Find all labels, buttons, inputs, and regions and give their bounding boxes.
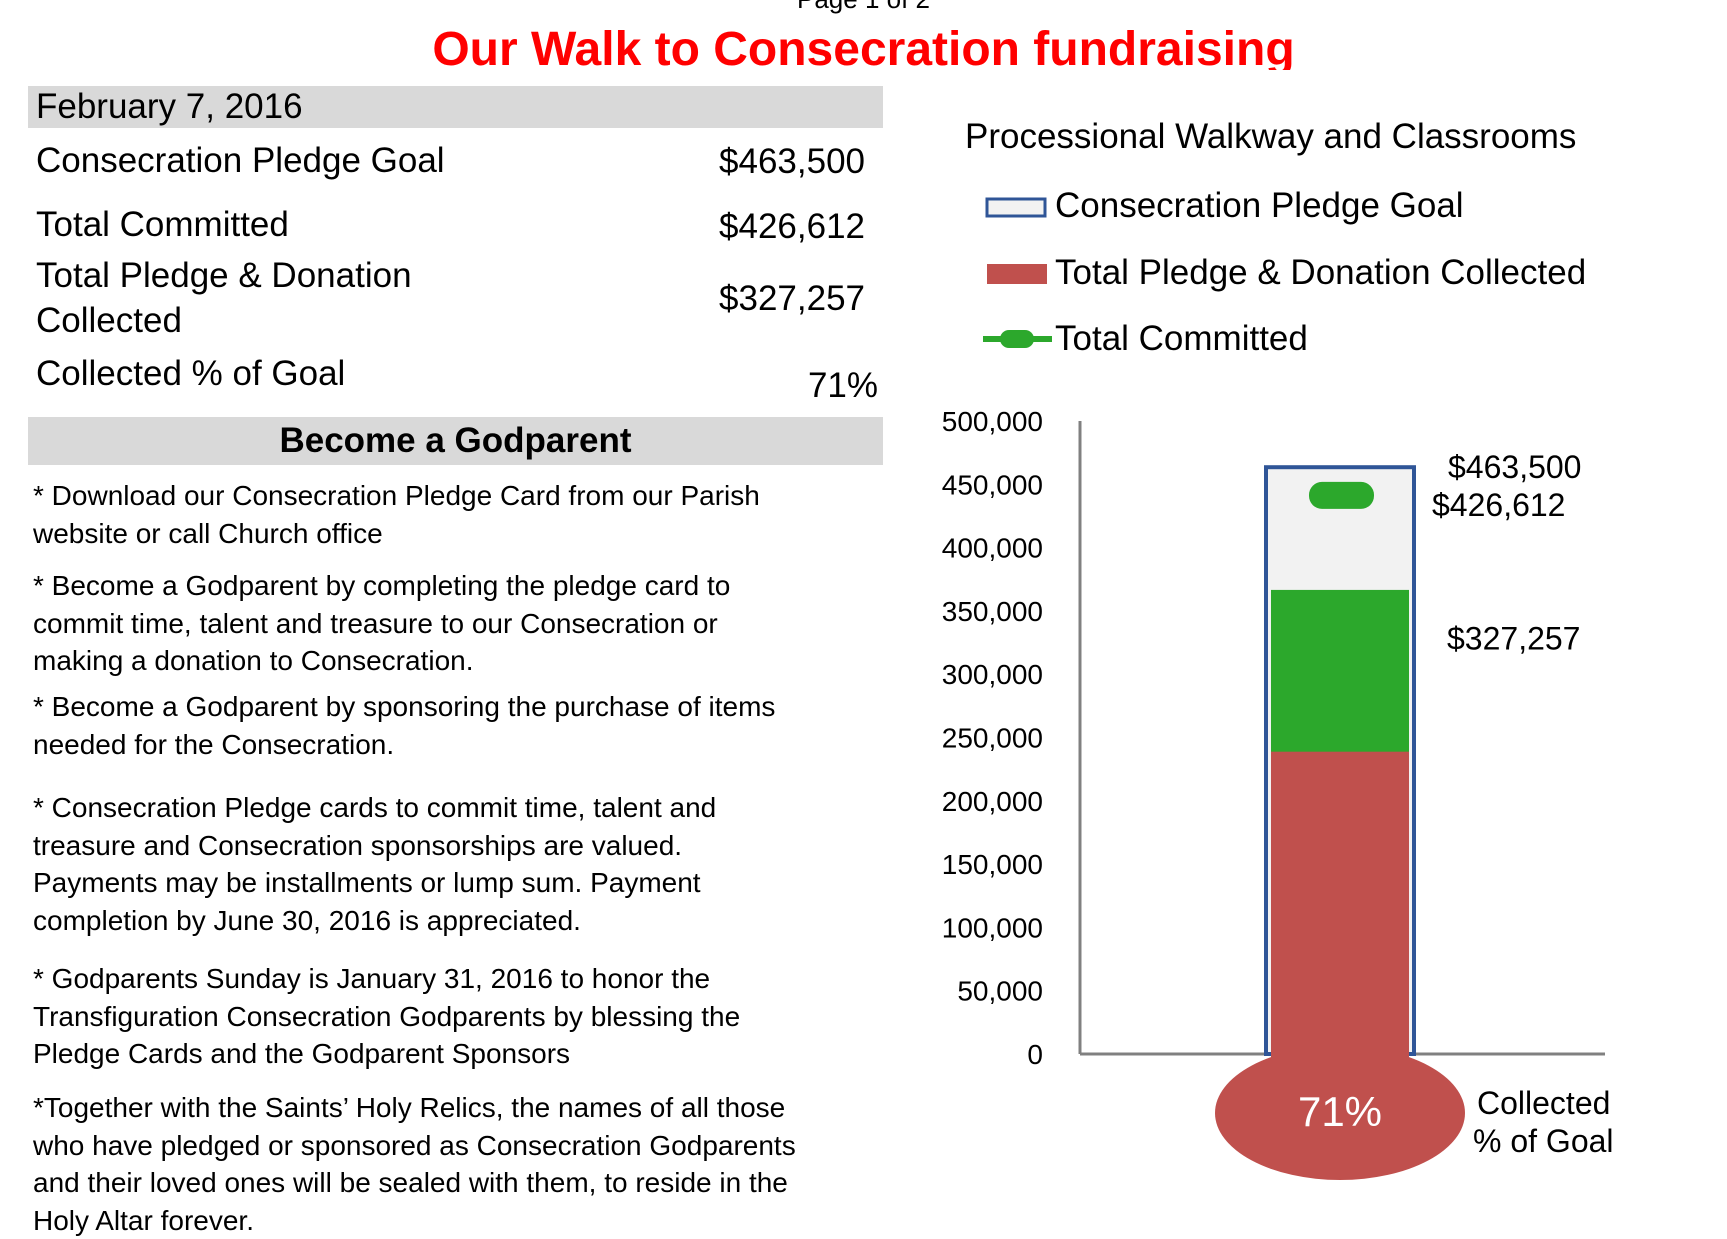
collected-value-label: $327,257 — [1447, 621, 1580, 657]
bulb-neck — [1271, 1040, 1409, 1060]
legend-goal-swatch — [987, 199, 1045, 216]
y-tick-label: 200,000 — [942, 786, 1043, 817]
y-axis-ticks: 0 50,000 100,000 150,000 200,000 250,000 300,0… — [942, 406, 1043, 1070]
y-tick-label: 0 — [1027, 1039, 1043, 1070]
legend-collected-swatch — [987, 264, 1047, 284]
legend-committed-swatch — [983, 330, 1052, 348]
y-tick-label: 450,000 — [942, 469, 1043, 500]
y-tick-label: 50,000 — [957, 976, 1043, 1007]
y-tick-label: 500,000 — [942, 406, 1043, 437]
bulb-caption-line2: % of Goal — [1473, 1123, 1614, 1159]
committed-marker — [1309, 482, 1374, 509]
bulb-caption-line1: Collected — [1477, 1085, 1610, 1121]
collected-bar — [1271, 752, 1409, 1054]
goal-value-label: $463,500 — [1448, 449, 1581, 485]
legend-committed-marker — [1000, 330, 1034, 348]
y-tick-label: 150,000 — [942, 849, 1043, 880]
bulb-percent-label: 71% — [1298, 1088, 1382, 1135]
y-tick-label: 400,000 — [942, 533, 1043, 564]
y-tick-label: 250,000 — [942, 723, 1043, 754]
y-tick-label: 300,000 — [942, 659, 1043, 690]
y-tick-label: 350,000 — [942, 596, 1043, 627]
committed-value-label: $426,612 — [1432, 487, 1565, 523]
y-tick-label: 100,000 — [942, 912, 1043, 943]
